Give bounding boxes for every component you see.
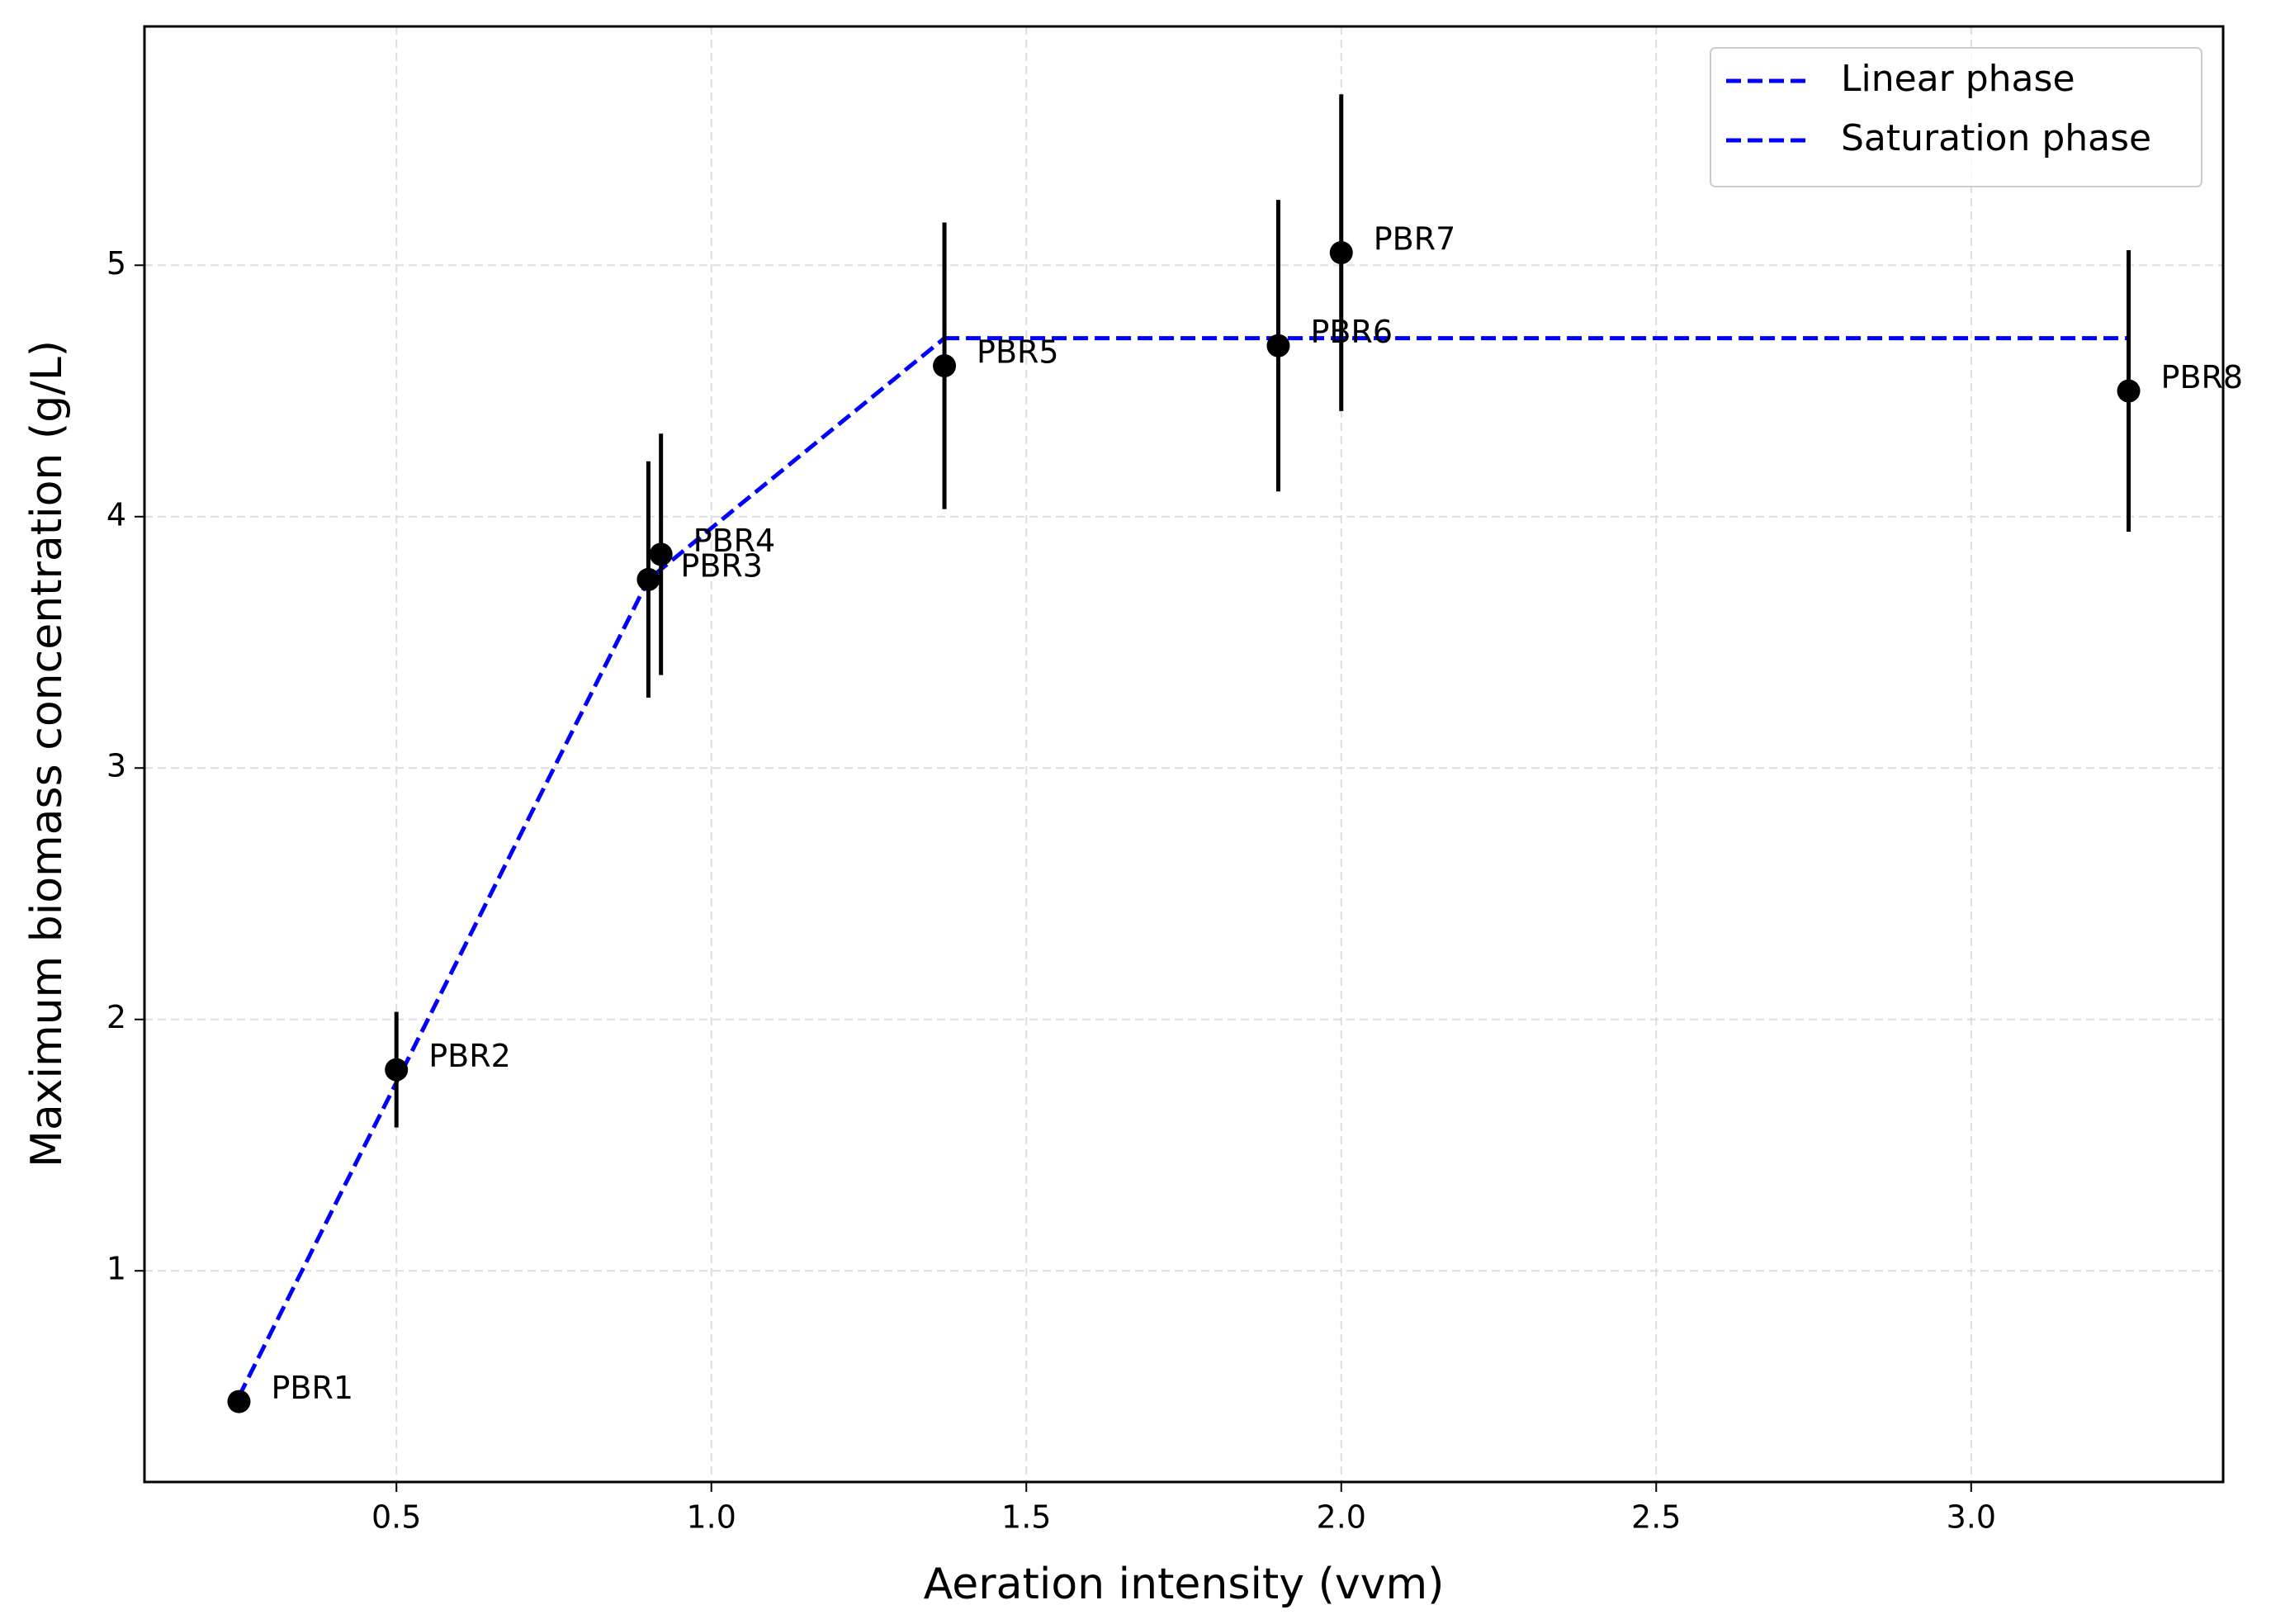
data-point (227, 1390, 251, 1413)
point-label: PBR4 (693, 523, 776, 559)
y-tick-label: 4 (106, 496, 126, 533)
x-tick-label: 3.0 (1947, 1499, 1996, 1536)
x-tick-label: 2.5 (1631, 1499, 1681, 1536)
legend-label: Linear phase (1841, 58, 2075, 100)
y-tick-label: 2 (106, 999, 126, 1035)
legend-box (1710, 47, 2202, 187)
legend-label: Saturation phase (1841, 117, 2151, 159)
point-label: PBR7 (1374, 221, 1456, 258)
data-point (1266, 334, 1290, 357)
data-point (385, 1058, 409, 1082)
x-tick-label: 1.5 (1001, 1499, 1051, 1536)
data-point (2117, 379, 2141, 403)
y-axis-label: Maximum biomass concentration (g/L) (22, 340, 72, 1167)
point-label: PBR5 (977, 334, 1059, 371)
y-tick-label: 5 (106, 245, 126, 282)
x-tick-label: 2.0 (1317, 1499, 1366, 1536)
x-tick-label: 0.5 (371, 1499, 421, 1536)
fit-line (237, 336, 946, 1398)
data-point (636, 567, 660, 591)
data-point (1329, 241, 1353, 265)
data-point (649, 542, 673, 566)
y-tick-label: 1 (106, 1251, 126, 1287)
data-point (933, 354, 957, 378)
x-axis-label: Aeration intensity (vvm) (924, 1560, 1445, 1609)
point-label: PBR6 (1310, 314, 1393, 350)
y-tick-label: 3 (106, 748, 126, 784)
point-label: PBR3 (680, 547, 763, 584)
point-label: PBR8 (2161, 359, 2244, 395)
point-label: PBR2 (428, 1038, 511, 1074)
plot-frame (143, 25, 2225, 1484)
point-label: PBR1 (271, 1370, 353, 1406)
x-tick-label: 1.0 (687, 1499, 736, 1536)
